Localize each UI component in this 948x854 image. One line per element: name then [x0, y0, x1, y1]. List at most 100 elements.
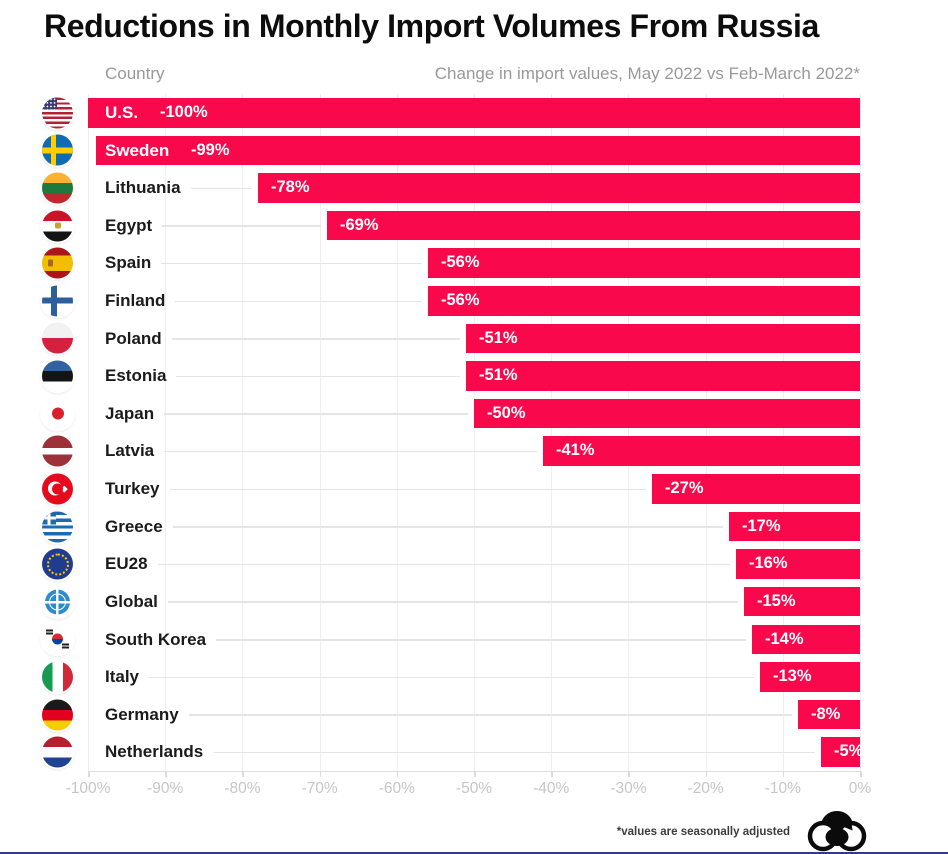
leader-line	[216, 639, 746, 641]
value-bar	[88, 98, 860, 128]
value-label: -5%	[834, 742, 864, 761]
gridline	[474, 94, 475, 771]
country-label: Estonia	[105, 366, 167, 386]
value-label: -100%	[160, 103, 208, 121]
country-label: Egypt	[105, 215, 153, 235]
tick-mark	[628, 771, 630, 777]
chart-row: Estonia -51%	[42, 357, 860, 395]
country-label: Poland	[105, 328, 162, 348]
leader-line	[213, 751, 815, 754]
chart-rows: U.S. -100% Sweden -99% Lithuania -78% Eg…	[42, 94, 864, 771]
turkey-flag-icon	[42, 473, 73, 505]
tick-mark	[242, 771, 244, 777]
gridline	[396, 94, 398, 771]
us-flag-icon	[42, 97, 73, 129]
sweden-flag-icon	[42, 134, 73, 166]
chart-row: Netherlands -5%	[42, 733, 864, 771]
country-label: Germany	[105, 704, 179, 724]
chart-row: Italy -13%	[42, 658, 860, 696]
gridline	[705, 94, 707, 771]
global-flag-icon	[42, 586, 73, 618]
value-label: -41%	[556, 441, 595, 460]
value-label: -27%	[665, 479, 704, 498]
value-label: -69%	[340, 215, 379, 234]
value-bar	[759, 662, 860, 692]
leader-line	[173, 526, 723, 528]
spain-flag-icon	[42, 247, 73, 279]
tick-label: -50%	[455, 780, 493, 797]
value-bar	[95, 135, 860, 166]
gridline	[551, 94, 553, 771]
tick-mark	[782, 771, 785, 777]
chart-row: Poland -51%	[42, 320, 860, 358]
column-header-country: Country	[105, 64, 165, 83]
value-bar	[543, 436, 860, 466]
chart-row: EU28 -16%	[42, 545, 860, 583]
country-label: EU28	[105, 554, 148, 574]
footnote: *values are seasonally adjusted	[616, 826, 790, 838]
leader-line	[176, 375, 460, 378]
leader-line	[149, 676, 754, 679]
value-bar	[466, 323, 860, 354]
poland-flag-icon	[42, 322, 73, 354]
value-label: -56%	[441, 253, 480, 272]
value-bar	[427, 248, 860, 278]
chart-row: Turkey -27%	[42, 470, 860, 508]
value-label: -99%	[191, 140, 230, 159]
value-label: -51%	[479, 366, 518, 385]
chart-row: Sweden -99%	[42, 132, 860, 170]
germany-flag-icon	[42, 699, 73, 731]
column-header-change: Change in import values, May 2022 vs Feb…	[434, 64, 860, 83]
chart-row: U.S. -100%	[42, 94, 860, 132]
leader-line	[164, 413, 468, 415]
country-label: Greece	[105, 516, 163, 536]
tick-label: -30%	[610, 780, 647, 797]
country-label: Turkey	[105, 479, 160, 499]
leader-line	[191, 187, 252, 190]
tick-mark	[551, 771, 553, 777]
tick-label: -10%	[764, 780, 801, 797]
lithuania-flag-icon	[42, 172, 73, 204]
chart-row: Global -15%	[42, 583, 860, 621]
value-bar	[751, 624, 860, 655]
greece-flag-icon	[42, 511, 73, 542]
south-korea-flag-icon	[42, 623, 73, 655]
gridline	[242, 94, 244, 771]
value-bar	[736, 549, 860, 579]
value-label: -56%	[441, 291, 480, 310]
value-label: -13%	[773, 667, 812, 686]
netherlands-flag-icon	[42, 736, 73, 768]
country-label: Latvia	[105, 441, 155, 461]
tick-label: -20%	[687, 780, 724, 797]
leader-line	[162, 225, 321, 227]
chart-row: Spain -56%	[42, 244, 860, 282]
finland-flag-icon	[42, 285, 73, 317]
column-headers: Country Change in import values, May 202…	[88, 64, 860, 84]
leader-line	[189, 714, 792, 716]
value-bar	[821, 737, 860, 767]
chart-row: Lithuania -78%	[42, 169, 860, 207]
bar-chart-plot: U.S. -100% Sweden -99% Lithuania -78% Eg…	[42, 94, 864, 772]
tick-label: -100%	[65, 780, 111, 797]
latvia-flag-icon	[42, 435, 73, 467]
gridlines	[88, 94, 861, 771]
tick-label: -40%	[533, 780, 570, 797]
publisher-logo-icon	[807, 811, 867, 852]
x-axis-ticks	[88, 771, 862, 778]
gridline	[782, 94, 784, 771]
value-bar	[466, 361, 860, 391]
country-label: Netherlands	[105, 742, 204, 762]
tick-label: -70%	[301, 780, 338, 797]
gridline	[628, 94, 630, 771]
value-label: -16%	[749, 554, 788, 573]
country-label: Spain	[105, 253, 152, 273]
value-bar	[798, 699, 860, 730]
estonia-flag-icon	[42, 360, 73, 392]
tick-label: -80%	[224, 780, 261, 797]
tick-label: 0%	[848, 780, 872, 797]
country-label: Italy	[105, 667, 140, 687]
country-label: Global	[105, 591, 158, 611]
tick-mark	[165, 771, 167, 777]
value-bar	[651, 474, 860, 504]
